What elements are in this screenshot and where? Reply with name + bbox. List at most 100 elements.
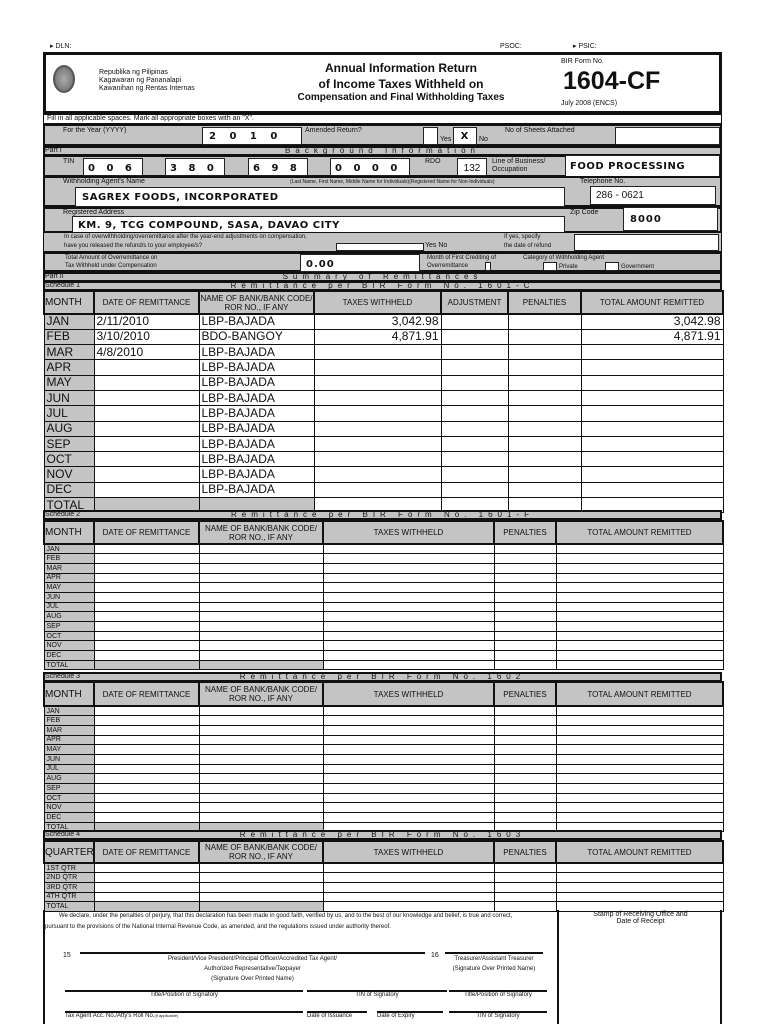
agent-acc-field[interactable]: Tax Agent Acc. No./Atty's Roll No.(if ap… [65,1011,303,1019]
cell[interactable] [198,630,324,642]
cell[interactable] [322,611,495,622]
cell[interactable] [493,744,557,755]
tin-field-3[interactable]: 6 9 8 [248,158,308,176]
cell[interactable] [555,872,724,883]
cell[interactable] [555,744,724,755]
cell[interactable] [580,435,724,453]
cell[interactable]: LBP-BAJADA [198,389,315,407]
cell[interactable] [555,763,724,775]
cell[interactable] [507,374,582,391]
cell[interactable] [198,715,324,726]
date-expiry-field[interactable]: Date of Expiry [377,1011,443,1019]
cell[interactable] [440,466,509,483]
cell[interactable]: 3/10/2010 [93,328,200,346]
cell[interactable] [198,705,324,717]
cell[interactable] [555,783,724,794]
cell[interactable] [555,611,724,622]
telephone-field[interactable]: 286 - 0621 [590,186,716,205]
cell[interactable] [93,601,200,613]
cell[interactable] [440,344,509,361]
cell[interactable] [198,582,324,593]
cell[interactable] [322,621,495,632]
cell[interactable] [493,763,557,775]
first-crediting-field[interactable] [485,262,491,271]
cell[interactable] [555,724,724,736]
cell[interactable] [555,734,724,746]
cell[interactable]: 4/8/2010 [93,344,200,361]
cell[interactable] [93,763,200,775]
cell[interactable] [198,783,324,794]
cell[interactable] [93,783,200,794]
cell[interactable] [93,734,200,746]
title-position-field-2[interactable]: Title/Position of Signatory [449,990,547,998]
cell[interactable] [93,435,200,453]
line-of-business-field[interactable]: FOOD PROCESSING [565,155,720,177]
cell[interactable] [322,753,495,765]
cell[interactable] [493,553,557,564]
cell[interactable] [493,753,557,765]
cell[interactable] [555,543,724,555]
cell[interactable] [93,812,200,823]
cell[interactable] [555,881,724,893]
cell[interactable] [493,812,557,823]
cell[interactable] [322,802,495,814]
cell[interactable] [507,344,582,361]
amended-yes-box[interactable] [423,127,438,145]
cell[interactable] [440,420,509,437]
cell[interactable] [198,872,324,883]
cell[interactable]: LBP-BAJADA [198,466,315,483]
rdo-field[interactable]: 132 [457,158,487,176]
cell[interactable] [198,572,324,584]
cell[interactable] [507,435,582,453]
cell[interactable] [198,812,324,823]
cell[interactable] [93,744,200,755]
cell[interactable] [493,862,557,874]
cell[interactable] [493,562,557,574]
cell[interactable] [322,734,495,746]
cell[interactable] [198,744,324,755]
cell[interactable] [507,313,582,330]
cell[interactable] [198,611,324,622]
cell[interactable] [198,792,324,804]
cell[interactable] [198,659,324,671]
cell[interactable] [493,881,557,893]
cell[interactable] [555,891,724,903]
cell[interactable] [580,389,724,407]
cell[interactable] [555,802,724,814]
cell[interactable] [322,705,495,717]
private-checkbox[interactable] [543,262,557,271]
cell[interactable] [493,572,557,584]
cell[interactable] [198,640,324,652]
cell[interactable] [198,497,315,514]
zip-code-field[interactable]: 8000 [623,207,718,231]
cell[interactable] [198,724,324,736]
cell[interactable] [580,481,724,499]
cell[interactable] [93,659,200,671]
cell[interactable] [93,466,200,483]
cell[interactable] [555,650,724,661]
cell[interactable] [322,630,495,642]
cell[interactable] [493,591,557,603]
cell[interactable] [93,881,200,893]
cell[interactable] [580,497,724,514]
cell[interactable] [93,374,200,391]
cell[interactable] [313,359,442,376]
cell[interactable]: LBP-BAJADA [198,344,315,361]
tin-signatory-field-2[interactable]: TIN of Signatory [449,1011,547,1019]
cell[interactable]: LBP-BAJADA [198,420,315,437]
cell[interactable] [313,389,442,407]
cell[interactable] [493,715,557,726]
cell[interactable] [198,621,324,632]
cell[interactable] [507,328,582,346]
cell[interactable] [93,420,200,437]
cell[interactable] [322,724,495,736]
cell[interactable] [580,405,724,422]
cell[interactable] [93,451,200,468]
cell[interactable] [555,582,724,593]
overremit-amount-field[interactable]: 0.00 [300,254,420,272]
cell[interactable] [507,451,582,468]
refund-date-field[interactable] [574,234,719,251]
cell[interactable] [198,891,324,903]
cell[interactable] [322,543,495,555]
cell[interactable] [493,705,557,717]
